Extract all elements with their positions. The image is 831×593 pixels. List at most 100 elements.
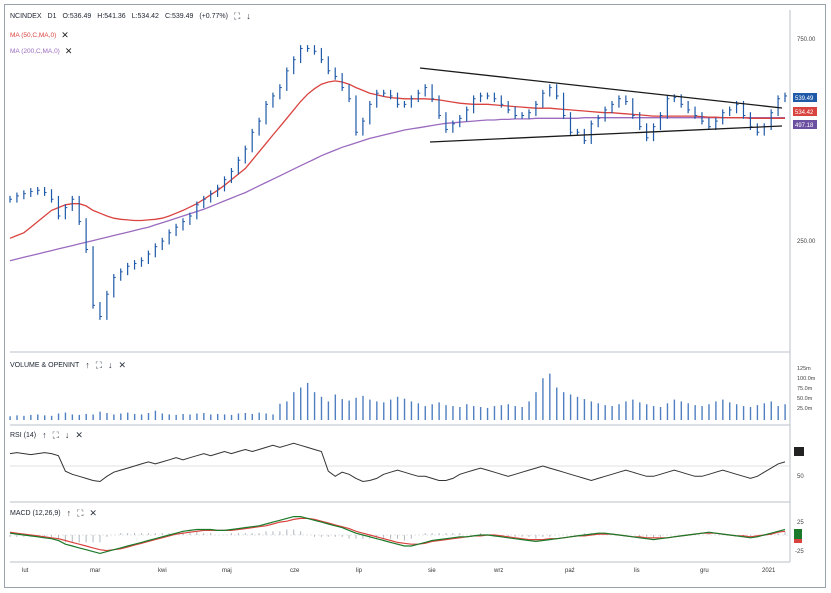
macd-title: MACD (12,26,9): [10, 510, 61, 517]
volume-bar: [279, 403, 281, 420]
volume-bar: [569, 394, 572, 420]
volume-bar: [258, 412, 260, 420]
volume-axis-label: 75.0m: [797, 386, 813, 392]
ma200-legend: MA (200,C,MA,0) ✕: [10, 46, 72, 57]
arrow-down-icon[interactable]: ↓: [108, 360, 113, 370]
volume-bar: [535, 392, 537, 420]
macd-tag: [794, 529, 802, 539]
price-tag: 497.18: [795, 123, 814, 129]
volume-axis-label: 50.0m: [797, 396, 813, 402]
volume-bar: [85, 413, 87, 420]
volume-bar: [763, 403, 766, 420]
volume-axis-label: 25.0m: [797, 406, 813, 412]
volume-bar: [251, 413, 253, 420]
rsi-layer: [9, 442, 790, 483]
volume-bar: [542, 378, 544, 420]
rsi-line: [9, 442, 786, 483]
macd-layer: [9, 515, 790, 555]
price-axis-label: 250.00: [797, 239, 816, 245]
volume-bar: [625, 401, 627, 420]
time-axis-label: paź: [565, 568, 575, 574]
volume-bar: [334, 394, 337, 420]
time-axis-label: gru: [700, 568, 709, 574]
close-icon[interactable]: ✕: [64, 46, 73, 56]
maximize-icon[interactable]: ⛶: [52, 430, 59, 440]
volume-bar: [286, 401, 288, 420]
arrow-down-icon[interactable]: ↓: [64, 430, 70, 440]
volume-bar: [742, 406, 745, 420]
volume-bar: [306, 382, 309, 420]
arrow-up-icon[interactable]: ↑: [85, 360, 90, 370]
volume-bar: [646, 404, 648, 420]
volume-bar: [92, 414, 94, 420]
volume-bar: [514, 406, 516, 420]
volume-bar: [230, 414, 233, 420]
close-icon[interactable]: ✕: [61, 30, 69, 40]
volume-bar: [431, 404, 433, 420]
volume-bar: [23, 415, 25, 420]
macd-line: [9, 515, 786, 555]
volume-bar: [154, 410, 157, 420]
volume-bar: [203, 413, 205, 420]
volume-bar: [784, 404, 786, 420]
volume-bar: [493, 406, 496, 420]
volume-bar: [16, 415, 18, 420]
ma50-legend: MA (50,C,MA,0) ✕: [10, 30, 69, 41]
change-value: (+0.77%): [199, 13, 228, 20]
price-axis-label: 750.00: [797, 37, 816, 43]
close-icon[interactable]: ✕: [118, 360, 127, 370]
volume-panel-header: VOLUME & OPENINT ↑ ⛶ ↓ ✕: [10, 361, 126, 370]
maximize-icon[interactable]: ⛶: [77, 508, 84, 518]
volume-bar: [37, 414, 39, 420]
timeframe: D1: [47, 13, 57, 20]
volume-bar: [722, 399, 724, 420]
price-tag-bg: [793, 120, 817, 129]
time-axis-label: maj: [222, 568, 232, 574]
volume-bar: [293, 392, 295, 420]
volume-bar: [99, 411, 101, 420]
volume-bar: [639, 402, 641, 420]
price-tag-bg: [793, 107, 817, 116]
ma50-label: MA (50,C,MA,0): [10, 32, 57, 39]
volume-bar: [466, 404, 468, 420]
volume-bar: [473, 406, 475, 420]
arrow-down-icon[interactable]: ↓: [246, 11, 251, 21]
volume-bar: [237, 413, 240, 420]
lower-trend-line: [429, 125, 783, 143]
volume-bar: [452, 406, 454, 420]
rsi-title: RSI (14): [10, 432, 37, 439]
volume-bar: [348, 400, 350, 420]
volume-bar: [479, 407, 482, 420]
volume-bar: [673, 399, 676, 420]
volume-bar: [175, 414, 177, 420]
volume-bar: [618, 404, 620, 420]
volume-bar: [403, 398, 406, 420]
volume-bar: [341, 399, 343, 420]
volume-bar: [50, 415, 53, 420]
volume-bar: [396, 396, 399, 420]
rsi-tag: [794, 447, 804, 456]
maximize-icon[interactable]: ⛶: [95, 360, 103, 370]
volume-bar: [701, 406, 703, 420]
arrow-up-icon[interactable]: ↑: [42, 430, 47, 440]
volume-bar: [78, 414, 80, 420]
volume-bar: [272, 414, 274, 420]
volume-bar: [216, 413, 219, 420]
close-icon[interactable]: ✕: [89, 508, 97, 518]
volume-bar: [369, 399, 371, 420]
close-icon[interactable]: ✕: [75, 430, 83, 440]
volume-bar: [632, 399, 634, 420]
volume-bar: [611, 406, 613, 420]
macd-axis-label: 25: [797, 520, 804, 526]
maximize-icon[interactable]: ⛶: [233, 11, 241, 21]
time-axis-label: wrz: [493, 568, 503, 574]
volume-bar: [652, 406, 655, 420]
price-tag: 539.49: [795, 96, 814, 102]
volume-bar: [438, 402, 440, 420]
volume-bar: [106, 413, 108, 420]
arrow-up-icon[interactable]: ↑: [66, 508, 72, 518]
volume-bar: [715, 401, 717, 420]
volume-bar: [735, 404, 738, 420]
volume-bar: [424, 406, 426, 420]
volume-title: VOLUME & OPENINT: [10, 362, 80, 369]
